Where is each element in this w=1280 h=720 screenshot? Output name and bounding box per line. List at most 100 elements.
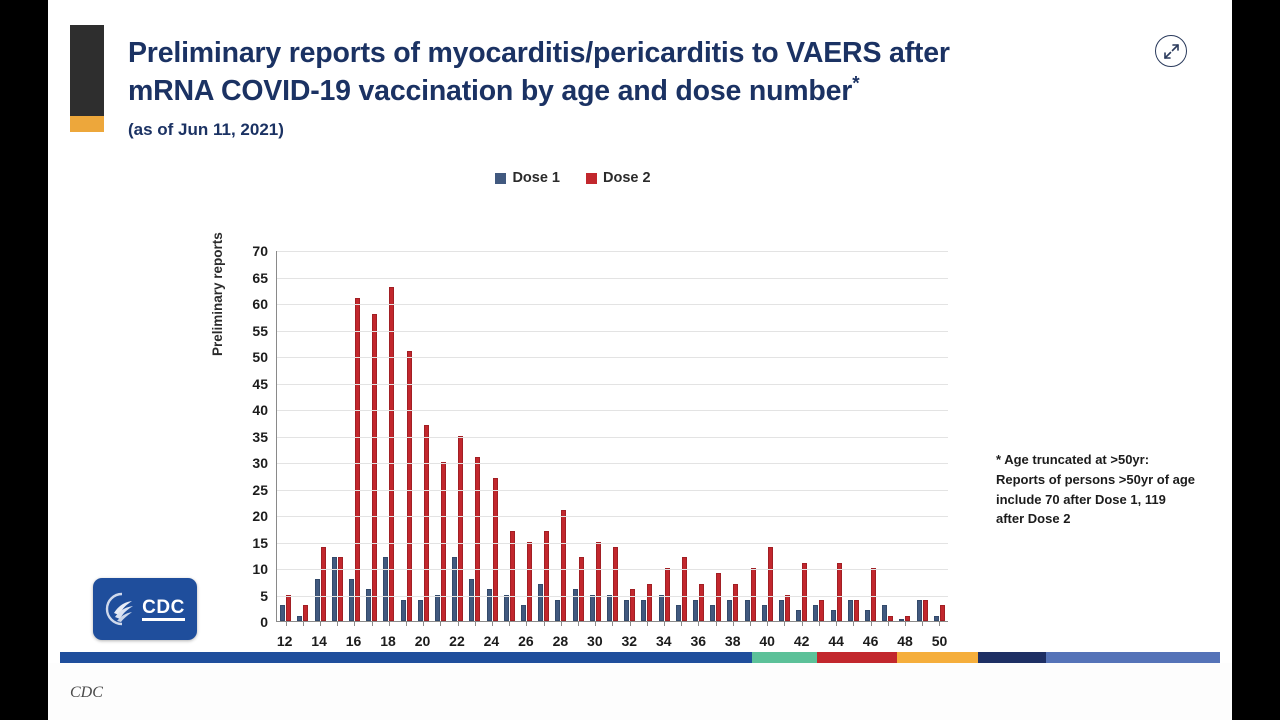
bar-group: [896, 251, 913, 626]
x-axis-tick-label: 20: [414, 633, 431, 649]
y-axis-tick-label: 40: [252, 402, 268, 418]
x-axis-tick-label: 16: [345, 633, 362, 649]
bar-dose-2: [406, 350, 412, 621]
x-axis-tick-label: 28: [552, 633, 569, 649]
x-axis-tick-mark: [818, 621, 820, 626]
x-axis-tick-label: 36: [690, 633, 707, 649]
bar-group: [294, 251, 311, 626]
x-axis-tick-cell: 28: [552, 627, 569, 651]
legend-label-dose-2: Dose 2: [603, 170, 651, 186]
y-axis-tick-label: 0: [260, 614, 268, 630]
bar-dose-2: [320, 546, 326, 621]
gridline: [277, 383, 948, 385]
bar-group: [604, 251, 621, 626]
x-axis-tick-cell: [397, 627, 414, 651]
x-axis-tick-mark: [646, 621, 648, 626]
x-axis-tick-label: 50: [931, 633, 948, 649]
x-axis-tick-mark: [578, 621, 580, 626]
bar-dose-1: [761, 605, 767, 621]
bar-dose-1: [882, 605, 888, 621]
x-axis-tick-cell: [328, 627, 345, 651]
bar-dose-2: [664, 568, 670, 621]
x-axis-tick-mark: [337, 621, 339, 626]
x-axis-tick-cell: 48: [896, 627, 913, 651]
x-axis-tick-cell: 18: [379, 627, 396, 651]
x-axis-tick-cell: 24: [483, 627, 500, 651]
bar-group: [759, 251, 776, 626]
x-axis-tick-mark: [595, 621, 597, 626]
bar-group: [707, 251, 724, 626]
legend-swatch-dose-1: [495, 172, 507, 184]
segment-light-blue: [1045, 652, 1220, 663]
hhs-cdc-logo: CDC: [93, 578, 197, 640]
legend-swatch-dose-2: [586, 172, 597, 184]
x-axis-tick-cell: [672, 627, 689, 651]
x-axis-tick-label: 24: [483, 633, 500, 649]
x-axis-tick-cell: [707, 627, 724, 651]
expand-arrows-icon[interactable]: [1155, 35, 1187, 67]
bar-dose-2: [733, 583, 739, 621]
x-axis-tick-mark: [406, 621, 408, 626]
legend-item-dose-1: Dose 1: [495, 170, 560, 186]
bar-dose-2: [492, 477, 498, 621]
x-axis-tick-label: 32: [621, 633, 638, 649]
gridline: [277, 357, 948, 358]
x-axis-tick-mark: [939, 621, 941, 626]
x-axis-tick-cell: [810, 627, 827, 651]
x-axis-tick-cell: 44: [828, 627, 845, 651]
x-axis-tick-cell: 40: [759, 627, 776, 651]
x-axis-tick-cell: 32: [621, 627, 638, 651]
bar-dose-1: [400, 599, 406, 621]
x-axis-tick-mark: [526, 621, 528, 626]
x-axis-tick-label: 26: [518, 633, 534, 649]
gridline: [277, 489, 948, 491]
x-axis-tick-label: 40: [759, 633, 775, 649]
y-axis-tick-label: 25: [252, 481, 268, 498]
segment-red: [816, 652, 898, 663]
bar-group: [311, 251, 328, 626]
gridline: [277, 569, 948, 570]
plot-canvas: [276, 251, 948, 626]
footnote-text: * Age truncated at >50yr: Reports of per…: [996, 452, 1196, 527]
bar-dose-2: [423, 424, 429, 621]
bar-group: [380, 251, 397, 626]
bar-group: [810, 251, 827, 626]
hhs-eagle-icon: [106, 592, 134, 626]
bar-group: [931, 251, 948, 626]
footer-cdc-label: CDC: [70, 684, 103, 701]
bar-group: [277, 251, 294, 626]
plot-area: Preliminary reports 70 65 60 55 50 45 40 35 30 25…: [158, 206, 988, 671]
y-axis-tick-label: 55: [252, 322, 268, 339]
bar-dose-1: [606, 594, 612, 621]
bar-group: [587, 251, 604, 626]
gridline: [277, 542, 948, 544]
bar-dose-2: [939, 605, 945, 621]
segment-blue: [60, 652, 752, 663]
x-axis-tick-mark: [560, 621, 562, 626]
bar-dose-2: [819, 599, 825, 621]
gridline: [277, 251, 948, 252]
x-axis-tick-cell: 36: [690, 627, 707, 651]
segment-green: [751, 652, 817, 663]
y-axis-tick-label: 65: [252, 269, 268, 286]
x-axis-tick-cell: 46: [862, 627, 879, 651]
x-axis-tick-label: 34: [655, 633, 672, 649]
x-axis-tick-label: 18: [380, 633, 396, 649]
x-axis-tick-cell: [535, 627, 552, 651]
page-title-line1: Preliminary reports of myocarditis/peric…: [128, 37, 950, 69]
bar-group: [828, 251, 845, 626]
bar-dose-2: [389, 287, 395, 621]
bar-dose-2: [750, 568, 756, 621]
x-axis-tick-cell: [845, 627, 862, 651]
bar-dose-1: [865, 610, 870, 621]
legend-item-dose-2: Dose 2: [586, 170, 651, 186]
x-axis-tick-label: 42: [793, 633, 810, 649]
x-axis-tick-cell: [500, 627, 517, 651]
x-axis-tick-mark: [887, 621, 889, 626]
x-axis-tick-mark: [302, 621, 304, 626]
x-axis-tick-mark: [474, 621, 476, 626]
x-axis-tick-mark: [784, 621, 786, 626]
bar-dose-2: [836, 562, 842, 621]
bar-dose-1: [641, 599, 647, 621]
bar-group: [569, 251, 586, 626]
